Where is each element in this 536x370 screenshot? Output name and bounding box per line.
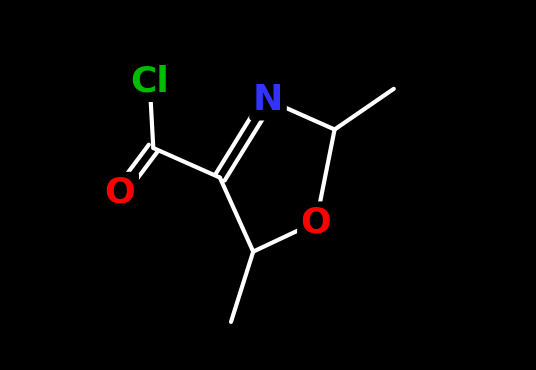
Text: O: O bbox=[301, 205, 331, 239]
Text: N: N bbox=[253, 83, 283, 117]
Text: O: O bbox=[105, 175, 136, 209]
Text: Cl: Cl bbox=[130, 64, 169, 98]
